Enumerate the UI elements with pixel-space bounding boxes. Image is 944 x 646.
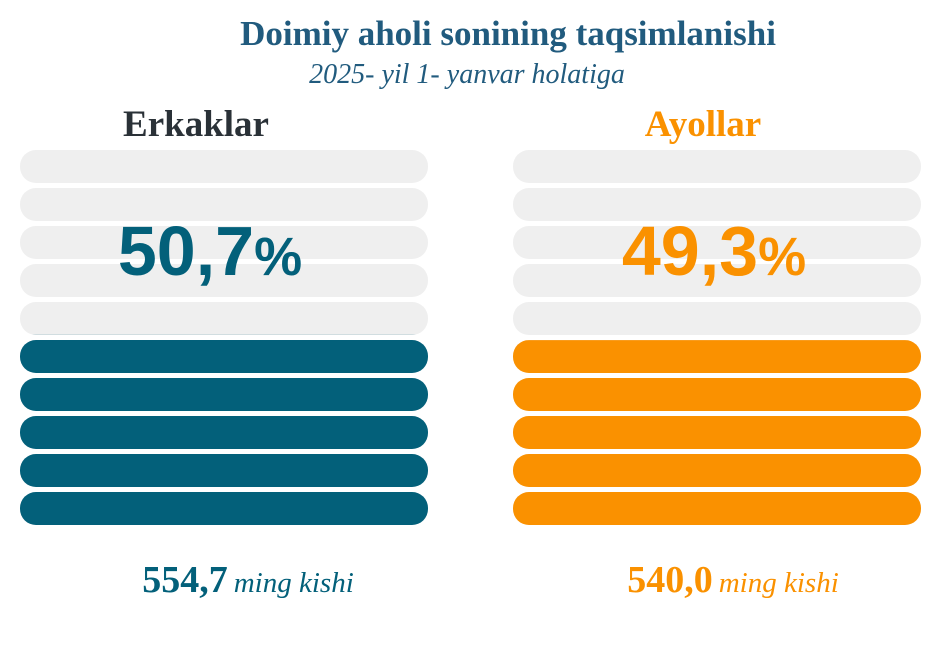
women-track-pill [513,264,921,297]
women-fill-pill [513,492,921,525]
men-fill-pill [20,492,428,525]
women-track-pill [513,302,921,335]
women-panel: Ayollar 49,3% 540,0 ming kishi [513,0,921,646]
men-label: Erkaklar [123,104,269,145]
men-fill-pill [20,454,428,487]
men-track-pill [20,302,428,335]
men-track-pill [20,226,428,259]
women-track-pill [513,226,921,259]
chart-subtitle: 2025- yil 1- yanvar holatiga [309,59,625,90]
women-fill-pill [513,454,921,487]
women-track-pill [513,150,921,183]
men-track-pill [20,188,428,221]
women-percent: 49,3% [510,211,918,297]
men-track-pill [20,264,428,297]
men-percent-value: 50,7 [117,212,255,290]
men-count-unit: ming kishi [233,567,354,599]
men-bar-stack [20,150,428,525]
women-fill-pill [513,340,921,373]
women-count-value: 540,0 [627,559,713,601]
women-count: 540,0 ming kishi [529,556,937,612]
men-count-value: 554,7 [142,559,228,601]
men-track-pill [20,150,428,183]
women-label: Ayollar [644,104,762,145]
women-fill-pill [513,378,921,411]
men-fill-pill [34,334,414,335]
women-bar-stack [513,150,921,525]
men-percent: 50,7% [6,211,414,297]
men-percent-sign: % [254,227,303,287]
men-panel: Erkaklar 50,7% 554,7 ming kishi [20,0,428,646]
men-fill-pill [20,378,428,411]
women-percent-value: 49,3 [621,212,759,290]
men-fill-pill [20,340,428,373]
women-fill-pill [513,416,921,449]
men-fill-pill [20,416,428,449]
women-percent-sign: % [758,227,807,287]
women-count-unit: ming kishi [718,567,839,599]
chart-title: Doimiy aholi sonining taqsimlanishi [240,14,776,53]
men-count: 554,7 ming kishi [44,556,452,612]
women-track-pill [513,188,921,221]
